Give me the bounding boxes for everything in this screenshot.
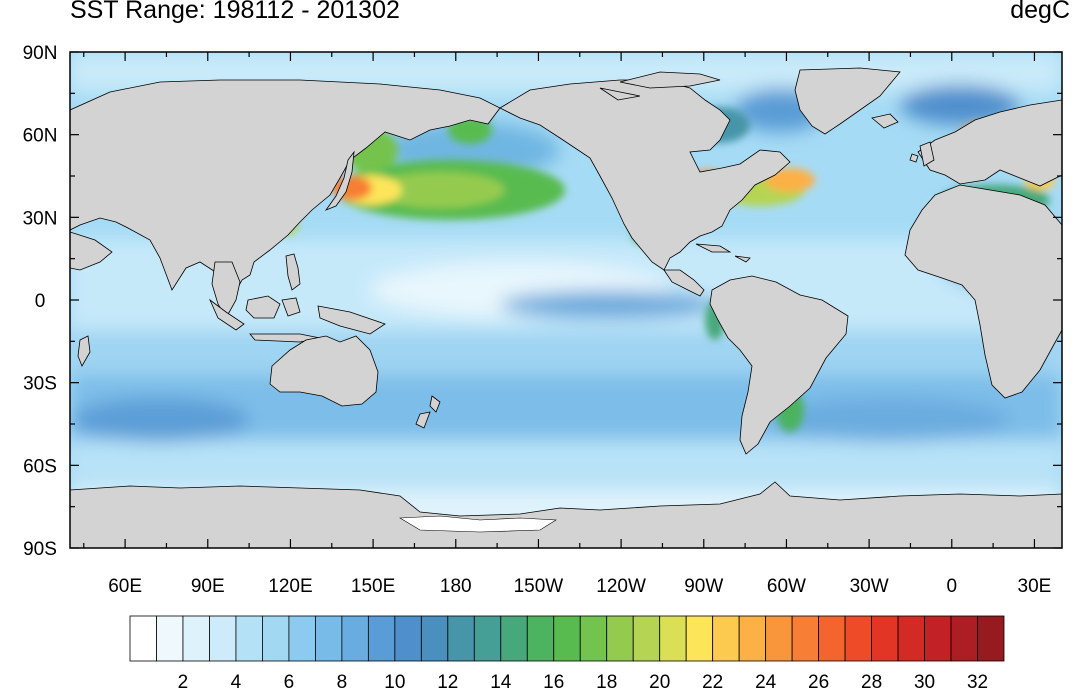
lat-tick-label: 0 <box>35 291 46 312</box>
colorbar-swatch <box>156 615 184 662</box>
colorbar-swatch <box>712 615 740 662</box>
lon-tick-label: 90E <box>191 576 225 597</box>
colorbar-labels: 2 4 6 8 10 12 14 16 18 20 22 24 26 28 30 32 <box>178 672 988 692</box>
colorbar <box>129 615 1005 662</box>
colorbar-swatch <box>367 615 396 662</box>
colorbar-swatch <box>341 615 369 662</box>
lon-tick-label: 0 <box>946 576 957 597</box>
philippines-islands <box>285 253 301 291</box>
longitude-labels: 60E 90E 120E 150E 180 150W 120W 90W 60W 30W 0 30E <box>108 576 1051 597</box>
axis-tick-marks <box>70 51 1062 549</box>
colorbar-swatch <box>553 615 581 662</box>
colorbar-label: 12 <box>437 672 458 692</box>
colorbar-swatch <box>209 615 237 662</box>
colorbar-swatch <box>314 615 343 662</box>
colorbar-swatch <box>791 615 820 662</box>
colorbar-swatch <box>950 615 978 662</box>
japan-islands <box>324 150 355 211</box>
lon-tick-label: 60E <box>108 576 142 597</box>
indochina-landmass <box>211 261 241 319</box>
colorbar-label: 16 <box>543 672 564 692</box>
units-label: degC <box>1010 0 1070 24</box>
lon-tick-label: 30W <box>850 576 889 597</box>
greenland-landmass <box>794 67 901 135</box>
colorbar-swatch <box>632 615 661 662</box>
lon-tick-label: 180 <box>440 576 472 597</box>
colorbar-label: 24 <box>755 672 777 692</box>
africa-landmass <box>904 184 1062 399</box>
colorbar-label: 10 <box>384 672 405 692</box>
colorbar-swatch <box>765 615 793 662</box>
new-zealand-islands <box>415 395 441 429</box>
indonesia-islands <box>209 295 386 343</box>
colorbar-swatch <box>977 615 1005 662</box>
colorbar-label: 6 <box>284 672 295 692</box>
colorbar-label: 20 <box>649 672 670 692</box>
land-masses <box>70 67 1062 548</box>
ross-ice-shelf <box>398 515 557 533</box>
arabia-landmass <box>70 231 113 271</box>
colorbar-swatch <box>871 615 899 662</box>
lon-tick-label: 120E <box>268 576 312 597</box>
colorbar-swatch <box>606 615 634 662</box>
colorbar-swatch <box>500 615 528 662</box>
lat-tick-label: 90S <box>23 539 57 560</box>
colorbar-swatch <box>897 615 925 662</box>
lon-tick-label: 150E <box>351 576 395 597</box>
antarctica-landmass <box>70 481 1062 548</box>
south-america-landmass <box>709 275 849 455</box>
lat-tick-label: 30N <box>23 208 58 229</box>
caribbean-islands <box>695 243 751 263</box>
colorbar-swatch <box>129 615 157 662</box>
lat-tick-label: 60S <box>23 456 57 477</box>
colorbar-swatch <box>473 615 502 662</box>
north-america-landmass <box>499 79 791 271</box>
map-title: SST Range: 198112 - 201302 <box>70 0 400 24</box>
colorbar-swatch <box>262 615 290 662</box>
iceland-island <box>871 113 899 129</box>
lon-tick-label: 30E <box>1018 576 1052 597</box>
colorbar-swatch <box>659 615 687 662</box>
lon-tick-label: 90W <box>684 576 723 597</box>
lat-tick-label: 90N <box>23 43 58 64</box>
colorbar-swatch <box>924 615 952 662</box>
colorbar-swatch <box>685 615 714 662</box>
australia-landmass <box>269 335 379 407</box>
colorbar-label: 30 <box>914 672 935 692</box>
colorbar-swatch <box>288 615 316 662</box>
arctic-islands <box>599 71 721 101</box>
colorbar-swatch <box>579 615 608 662</box>
colorbar-swatch <box>182 615 210 662</box>
colorbar-label: 18 <box>596 672 617 692</box>
colorbar-label: 14 <box>490 672 512 692</box>
central-america-landmass <box>663 269 705 297</box>
colorbar-swatch <box>818 615 846 662</box>
colorbar-swatch <box>738 615 767 662</box>
lon-tick-label: 150W <box>514 576 564 597</box>
madagascar-island <box>77 335 91 367</box>
colorbar-swatch <box>447 615 475 662</box>
lon-tick-label: 120W <box>596 576 646 597</box>
lat-tick-label: 30S <box>23 374 57 395</box>
colorbar-label: 28 <box>861 672 882 692</box>
lon-tick-label: 60W <box>767 576 806 597</box>
colorbar-label: 22 <box>702 672 723 692</box>
colorbar-label: 4 <box>231 672 242 692</box>
latitude-labels: 90N 60N 30N 0 30S 60S 90S <box>23 43 58 560</box>
colorbar-label: 8 <box>337 672 348 692</box>
colorbar-swatch <box>420 615 449 662</box>
eurasia-landmass <box>70 79 501 300</box>
colorbar-label: 32 <box>967 672 988 692</box>
lat-tick-label: 60N <box>23 126 58 147</box>
europe-landmass <box>917 99 1062 187</box>
colorbar-label: 2 <box>178 672 189 692</box>
colorbar-swatch <box>526 615 555 662</box>
colorbar-swatch <box>235 615 263 662</box>
colorbar-swatch <box>394 615 422 662</box>
british-isles <box>909 141 935 167</box>
colorbar-label: 26 <box>808 672 829 692</box>
colorbar-swatch <box>844 615 872 662</box>
